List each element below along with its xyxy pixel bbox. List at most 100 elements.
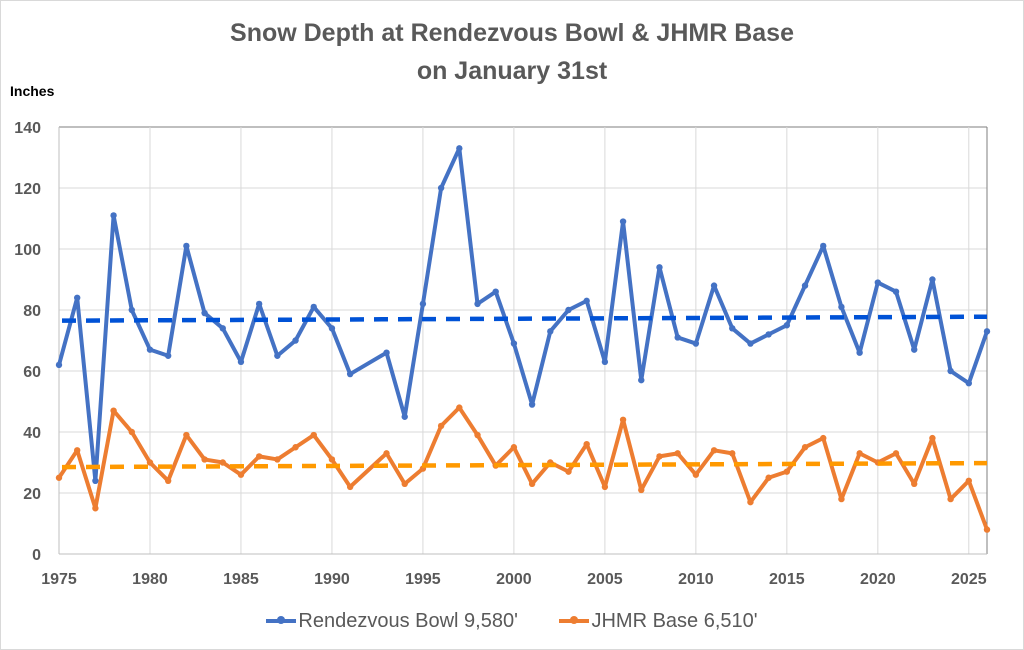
data-point-rendezvous (547, 328, 554, 335)
data-point-rendezvous (801, 282, 809, 289)
data-point-jhmr-base (201, 456, 208, 463)
data-point-jhmr-base (401, 480, 408, 488)
data-point-rendezvous (965, 380, 973, 387)
data-point-rendezvous (346, 370, 354, 378)
x-tick-label: 2000 (496, 571, 532, 588)
series-line-jhmr-base (57, 405, 989, 531)
data-point-rendezvous (692, 340, 700, 347)
data-point-rendezvous (601, 358, 609, 366)
x-tick-label: 1990 (314, 571, 350, 588)
data-point-jhmr-base (965, 477, 973, 484)
data-point-jhmr-base (856, 450, 863, 457)
data-point-jhmr-base (619, 416, 627, 423)
y-tick-label: 0 (32, 547, 41, 564)
data-point-jhmr-base (892, 450, 900, 457)
data-point-rendezvous (183, 242, 190, 250)
y-tick-label: 40 (23, 425, 41, 442)
data-point-jhmr-base (437, 422, 445, 430)
data-point-rendezvous (583, 297, 590, 305)
data-point-rendezvous (528, 401, 536, 408)
data-point-rendezvous (383, 349, 390, 356)
data-point-jhmr-base (838, 495, 845, 503)
data-point-rendezvous (638, 376, 645, 384)
data-point-jhmr-base (765, 474, 772, 481)
y-tick-label: 100 (14, 242, 41, 259)
x-tick-label: 2010 (678, 571, 714, 588)
legend-label-jhmr-base: JHMR Base 6,510' (591, 609, 758, 632)
data-point-jhmr-base (656, 453, 663, 460)
data-point-jhmr-base (292, 444, 299, 451)
data-point-jhmr-base (747, 498, 754, 506)
y-tick-label: 20 (23, 486, 41, 503)
data-point-jhmr-base (983, 526, 991, 533)
series-line-rendezvous (57, 146, 989, 483)
data-point-jhmr-base (911, 480, 918, 488)
y-tick-label: 60 (23, 364, 41, 381)
data-point-rendezvous (201, 309, 208, 317)
data-point-rendezvous (237, 358, 245, 366)
data-point-rendezvous (110, 212, 117, 219)
data-point-rendezvous (73, 294, 81, 301)
data-point-jhmr-base (255, 453, 263, 460)
data-point-jhmr-base (947, 495, 954, 503)
x-tick-label: 1975 (41, 571, 77, 588)
data-point-jhmr-base (729, 450, 736, 457)
data-point-rendezvous (310, 303, 317, 311)
data-point-jhmr-base (510, 444, 518, 451)
data-point-rendezvous (146, 346, 154, 353)
data-point-rendezvous (710, 282, 718, 289)
data-point-jhmr-base (929, 434, 936, 442)
y-tick-label: 120 (14, 181, 41, 198)
data-point-jhmr-base (801, 444, 809, 451)
data-point-jhmr-base (146, 459, 154, 466)
trendline-rendezvous (61, 314, 988, 323)
data-point-rendezvous (255, 300, 263, 308)
data-point-rendezvous (510, 340, 518, 347)
data-point-rendezvous (128, 306, 135, 314)
data-point-rendezvous (274, 352, 281, 359)
data-point-rendezvous (565, 306, 572, 314)
data-point-rendezvous (892, 288, 900, 295)
data-point-rendezvous (456, 145, 463, 152)
chart-title-line-2: on January 31st (416, 57, 608, 85)
y-tick-label: 80 (23, 303, 41, 320)
x-tick-label: 2020 (860, 571, 896, 588)
data-point-jhmr-base (783, 468, 791, 475)
data-point-rendezvous (328, 325, 336, 332)
y-tick-label: 140 (14, 120, 41, 137)
data-point-jhmr-base (583, 441, 590, 448)
data-point-jhmr-base (274, 456, 281, 463)
data-point-jhmr-base (346, 483, 354, 491)
legend-item-jhmr-base: JHMR Base 6,510' (559, 609, 758, 633)
data-point-jhmr-base (674, 450, 681, 457)
data-point-jhmr-base (237, 471, 245, 478)
data-point-jhmr-base (692, 471, 700, 478)
x-tick-label: 1985 (223, 571, 259, 588)
data-point-rendezvous (783, 322, 791, 329)
data-point-rendezvous (747, 340, 754, 347)
data-point-rendezvous (856, 349, 863, 356)
data-point-rendezvous (820, 242, 827, 250)
data-point-rendezvous (55, 361, 63, 369)
data-point-rendezvous (656, 264, 663, 271)
data-point-rendezvous (729, 325, 736, 332)
legend-label-rendezvous: Rendezvous Bowl 9,580' (298, 609, 518, 632)
data-point-jhmr-base (55, 474, 63, 481)
trendline-jhmr-base (61, 460, 988, 470)
data-point-rendezvous (911, 346, 918, 353)
data-point-jhmr-base (128, 428, 135, 436)
data-point-rendezvous (674, 334, 681, 341)
data-point-jhmr-base (164, 477, 172, 484)
data-point-jhmr-base (383, 450, 390, 457)
chart-title-line-1: Snow Depth at Rendezvous Bowl & JHMR Bas… (230, 19, 794, 47)
legend-swatch-jhmr-base (559, 616, 590, 624)
data-point-jhmr-base (73, 447, 81, 454)
data-point-rendezvous (983, 328, 991, 335)
data-point-rendezvous (765, 331, 772, 338)
data-point-jhmr-base (456, 404, 463, 411)
data-point-rendezvous (947, 367, 954, 375)
data-point-jhmr-base (820, 434, 827, 442)
data-point-rendezvous (419, 300, 427, 308)
